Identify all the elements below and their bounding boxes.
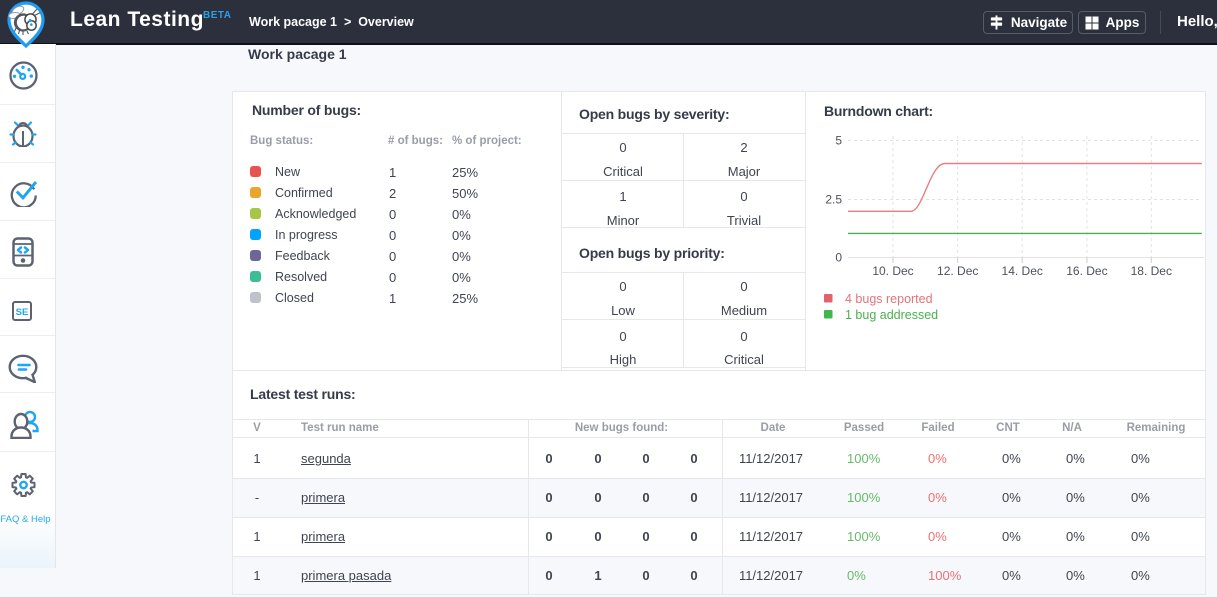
- svg-text:16. Dec: 16. Dec: [1066, 264, 1107, 278]
- svg-text:18. Dec: 18. Dec: [1131, 264, 1172, 278]
- svg-text:0: 0: [835, 251, 842, 265]
- svg-text:12. Dec: 12. Dec: [937, 264, 978, 278]
- svg-text:SE: SE: [16, 307, 29, 318]
- svg-text:1 bug addressed: 1 bug addressed: [845, 308, 938, 322]
- svg-text:10. Dec: 10. Dec: [872, 264, 913, 278]
- svg-text:2.5: 2.5: [825, 193, 842, 207]
- svg-text:5: 5: [835, 134, 842, 148]
- svg-text:4 bugs reported: 4 bugs reported: [845, 292, 933, 306]
- svg-text:14. Dec: 14. Dec: [1002, 264, 1043, 278]
